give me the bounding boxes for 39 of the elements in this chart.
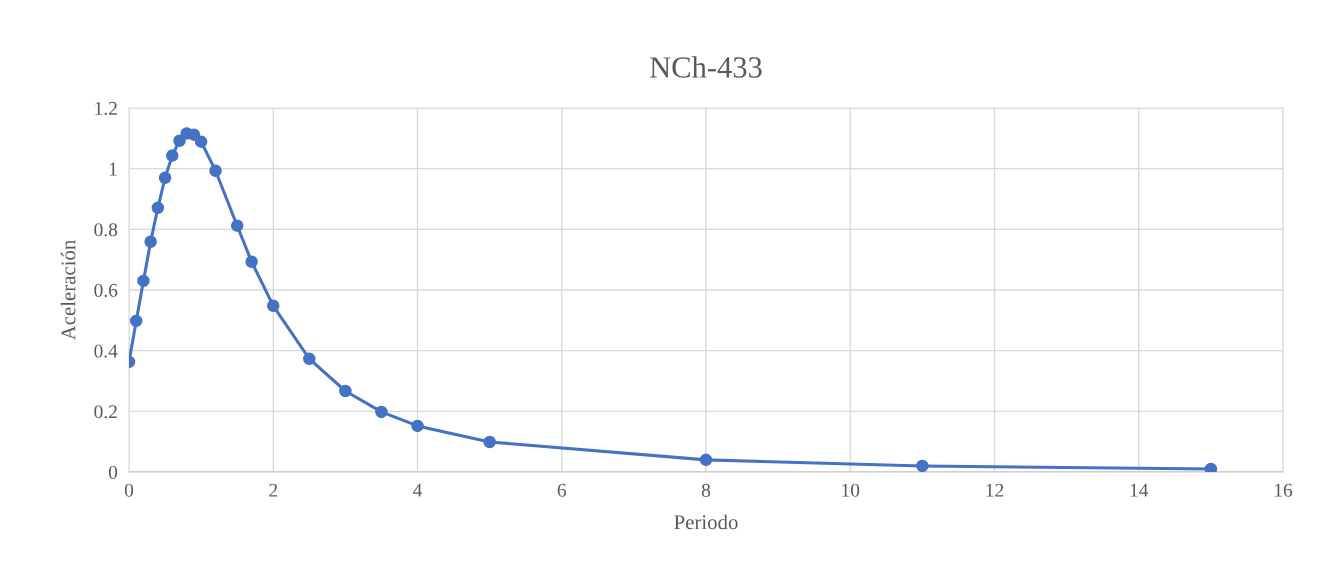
- x-axis-title: Periodo: [674, 514, 738, 530]
- point: [266, 299, 280, 313]
- point: [173, 134, 186, 148]
- point: [137, 274, 150, 288]
- x-tick-label: 10: [842, 483, 860, 497]
- point: [245, 255, 258, 269]
- chart-title: NCh-433: [650, 56, 762, 78]
- y-tick-label: 0.2: [94, 405, 117, 419]
- x-tick-label: 16: [1274, 483, 1293, 497]
- point: [916, 459, 929, 472]
- point: [166, 149, 179, 162]
- x-tick-label: 12: [986, 483, 1004, 497]
- y-tick-label: 1: [109, 162, 117, 176]
- y-tick-label: 0.8: [94, 223, 118, 237]
- point: [483, 435, 496, 449]
- x-tick-label: 4: [413, 483, 423, 497]
- point: [375, 405, 388, 419]
- y-tick-label: 1.2: [95, 101, 117, 116]
- y-tick-label: 0.4: [94, 344, 118, 358]
- x-tick-label: 8: [701, 483, 711, 497]
- x-tick-label: 14: [1130, 483, 1149, 497]
- y-axis-title: Aceleración: [60, 240, 76, 341]
- point: [339, 384, 352, 398]
- point: [411, 419, 424, 433]
- point: [194, 135, 208, 148]
- point: [158, 171, 172, 185]
- point: [699, 453, 713, 467]
- x-tick-label: 2: [269, 483, 278, 497]
- x-tick-label: 6: [557, 483, 567, 497]
- x-tick-label: 0: [124, 483, 134, 497]
- point: [303, 352, 316, 366]
- point: [129, 314, 143, 328]
- point: [209, 164, 222, 178]
- point: [144, 235, 157, 249]
- point: [151, 201, 165, 215]
- point: [1204, 462, 1218, 472]
- y-tick-label: 0.6: [94, 283, 118, 298]
- point: [230, 219, 244, 232]
- y-tick-label: 0: [108, 465, 118, 479]
